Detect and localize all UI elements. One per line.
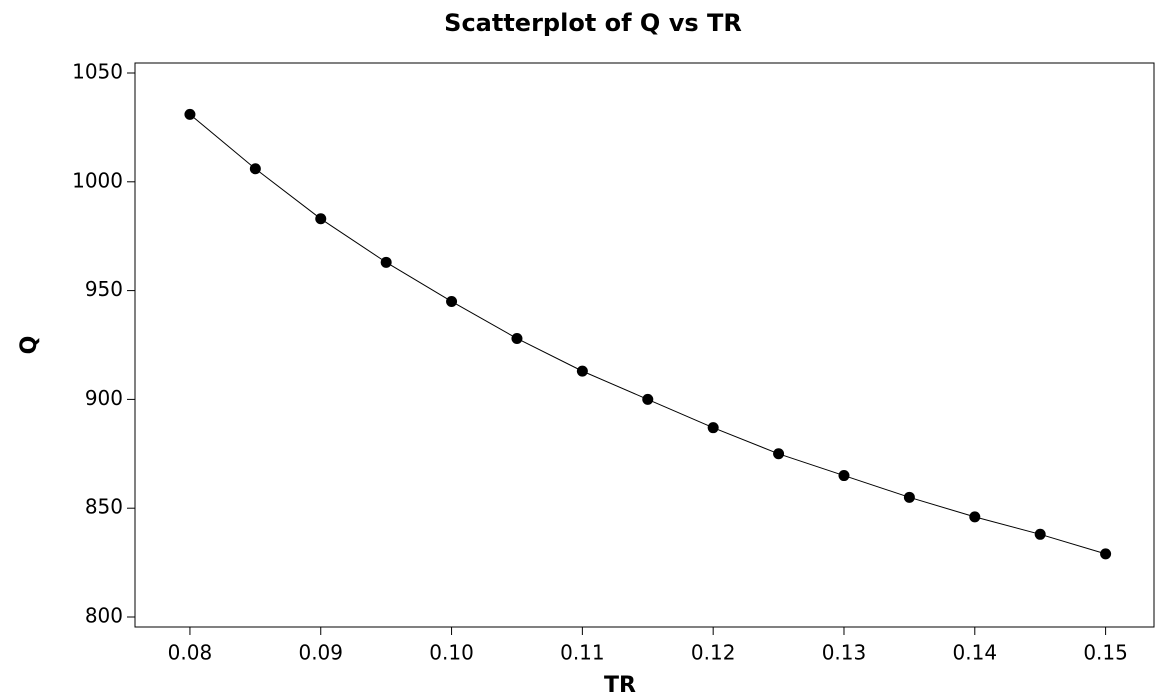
y-axis-label: Q — [17, 336, 42, 355]
y-tick-label: 900 — [85, 386, 123, 410]
point — [773, 448, 785, 460]
point — [184, 108, 196, 120]
point — [838, 470, 850, 482]
x-tick-label: 0.09 — [298, 641, 343, 665]
point — [903, 491, 915, 503]
y-tick-label: 1050 — [72, 60, 123, 84]
point — [380, 256, 392, 268]
fit-line — [189, 113, 1106, 555]
x-tick-label: 0.14 — [953, 641, 998, 665]
x-tick-label: 0.08 — [168, 641, 213, 665]
y-tick-label: 1000 — [72, 168, 123, 192]
point — [446, 295, 458, 307]
point — [1100, 548, 1112, 560]
x-tick-label: 0.15 — [1083, 641, 1128, 665]
plot-frame — [134, 62, 1155, 628]
point — [249, 163, 261, 175]
x-tick-label: 0.11 — [560, 641, 605, 665]
point — [576, 365, 588, 377]
x-axis-label: TR — [604, 673, 636, 698]
point — [969, 511, 981, 523]
point — [511, 332, 523, 344]
x-tick-label: 0.10 — [429, 641, 474, 665]
chart-title: Scatterplot of Q vs TR — [444, 9, 742, 37]
y-tick-label: 850 — [85, 495, 123, 519]
y-tick-label: 800 — [85, 603, 123, 627]
point — [642, 393, 654, 405]
point — [315, 213, 327, 225]
point — [707, 422, 719, 434]
point — [1034, 528, 1046, 540]
x-tick-label: 0.12 — [691, 641, 736, 665]
x-tick-label: 0.13 — [822, 641, 867, 665]
y-tick-label: 950 — [85, 277, 123, 301]
